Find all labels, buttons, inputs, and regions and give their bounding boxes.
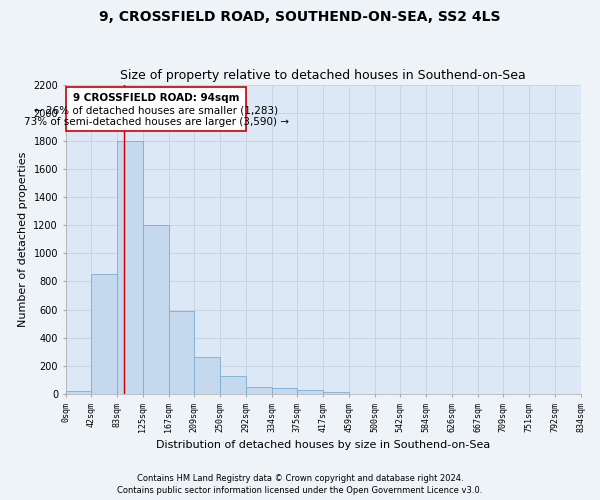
Bar xyxy=(220,376,246,394)
Title: Size of property relative to detached houses in Southend-on-Sea: Size of property relative to detached ho… xyxy=(120,69,526,82)
Bar xyxy=(323,392,349,394)
Text: ← 26% of detached houses are smaller (1,283): ← 26% of detached houses are smaller (1,… xyxy=(34,105,278,115)
Bar xyxy=(298,390,323,394)
Y-axis label: Number of detached properties: Number of detached properties xyxy=(18,152,28,327)
Text: Contains HM Land Registry data © Crown copyright and database right 2024.
Contai: Contains HM Land Registry data © Crown c… xyxy=(118,474,482,495)
Bar xyxy=(246,387,272,394)
Text: 9 CROSSFIELD ROAD: 94sqm: 9 CROSSFIELD ROAD: 94sqm xyxy=(73,94,239,104)
Bar xyxy=(272,388,298,394)
Bar xyxy=(169,311,194,394)
Text: 73% of semi-detached houses are larger (3,590) →: 73% of semi-detached houses are larger (… xyxy=(24,118,289,128)
FancyBboxPatch shape xyxy=(66,88,247,131)
Bar xyxy=(65,390,91,394)
Bar xyxy=(194,358,220,394)
Bar xyxy=(143,225,169,394)
Bar xyxy=(91,274,117,394)
Text: 9, CROSSFIELD ROAD, SOUTHEND-ON-SEA, SS2 4LS: 9, CROSSFIELD ROAD, SOUTHEND-ON-SEA, SS2… xyxy=(99,10,501,24)
X-axis label: Distribution of detached houses by size in Southend-on-Sea: Distribution of detached houses by size … xyxy=(156,440,490,450)
Bar xyxy=(117,141,143,394)
